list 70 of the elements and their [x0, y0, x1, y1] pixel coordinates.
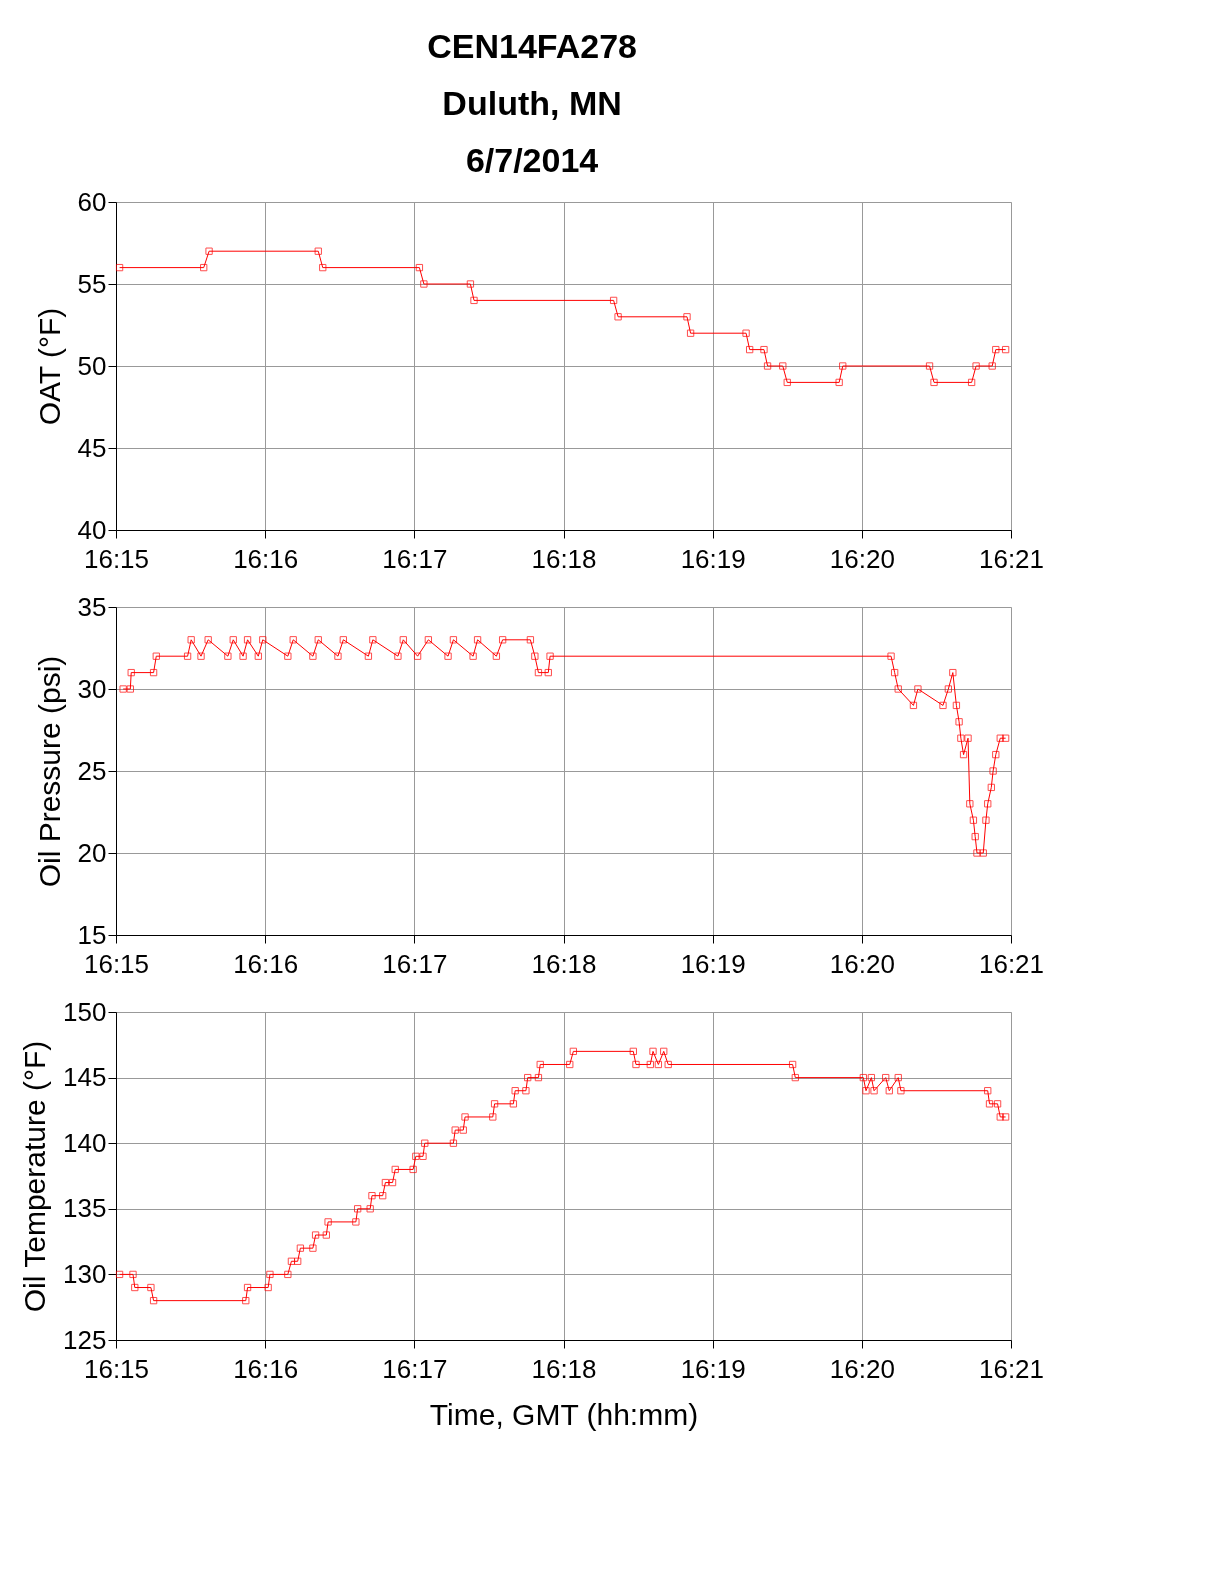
- y-tick-label: 15: [77, 919, 107, 950]
- point: [314, 247, 322, 255]
- x-tick-label: 16:19: [680, 948, 746, 979]
- point: [319, 263, 327, 272]
- x-tick-label: 16:21: [978, 543, 1045, 574]
- y-tick-label: 125: [63, 1324, 107, 1355]
- x-tick-label: 16:18: [531, 948, 597, 979]
- x-tick-label: 16:17: [382, 1353, 448, 1384]
- y-tick-label: 20: [77, 837, 107, 868]
- y-tick-label: 60: [77, 186, 107, 217]
- y-tick-label: 45: [77, 432, 107, 463]
- y-tick-label: 40: [77, 514, 107, 545]
- x-tick-label: 16:20: [829, 1353, 895, 1384]
- point: [1001, 345, 1010, 354]
- point: [992, 345, 1000, 354]
- point: [470, 296, 478, 305]
- point: [988, 362, 996, 370]
- point: [683, 313, 691, 321]
- point: [783, 378, 791, 387]
- y-tick-label: 55: [77, 268, 107, 299]
- point: [200, 263, 208, 272]
- x-tick-label: 16:15: [83, 1353, 150, 1384]
- x-tick-label: 16:20: [829, 543, 895, 574]
- point: [746, 345, 754, 354]
- y-tick-label: 35: [77, 591, 107, 622]
- point: [925, 362, 934, 370]
- x-tick-label: 16:16: [233, 543, 299, 574]
- point: [609, 296, 618, 305]
- point: [742, 329, 750, 337]
- y-tick-label: 135: [63, 1193, 107, 1224]
- x-tick-label: 16:19: [680, 1353, 746, 1384]
- x-tick-label: 16:15: [83, 948, 150, 979]
- point: [839, 362, 847, 370]
- y-tick-label: 25: [77, 755, 107, 786]
- y-tick-label: 140: [63, 1127, 107, 1158]
- y-axis-title: Oil Pressure (psi): [32, 655, 66, 888]
- y-tick-label: 145: [63, 1062, 107, 1093]
- point: [763, 362, 772, 370]
- x-tick-label: 16:18: [531, 543, 597, 574]
- point: [972, 362, 980, 370]
- x-tick-label: 16:21: [978, 1353, 1045, 1384]
- point: [466, 280, 475, 288]
- x-tick-label: 16:19: [680, 543, 746, 574]
- point: [115, 263, 124, 272]
- y-tick-label: 30: [77, 673, 107, 704]
- point: [686, 329, 695, 337]
- x-tick-label: 16:16: [233, 948, 299, 979]
- point: [614, 313, 622, 321]
- point: [420, 280, 428, 288]
- y-axis-title: OAT (°F): [32, 307, 66, 426]
- point: [205, 247, 213, 255]
- point: [930, 378, 938, 387]
- x-tick-label: 16:18: [531, 1353, 597, 1384]
- point: [415, 263, 424, 272]
- x-tick-label: 16:15: [83, 543, 150, 574]
- y-axis-title: Oil Temperature (°F): [18, 1040, 52, 1313]
- y-tick-label: 150: [63, 996, 107, 1027]
- y-tick-label: 130: [63, 1258, 107, 1289]
- point: [967, 378, 976, 387]
- point: [835, 378, 843, 387]
- point: [779, 362, 787, 370]
- x-tick-label: 16:16: [233, 1353, 299, 1384]
- chart-title: CEN14FA278 Duluth, MN 6/7/2014: [427, 26, 637, 179]
- x-tick-label: 16:21: [978, 948, 1045, 979]
- x-tick-label: 16:17: [382, 948, 448, 979]
- x-tick-label: 16:17: [382, 543, 448, 574]
- x-axis-title: Time, GMT (hh:mm): [429, 1397, 699, 1431]
- y-tick-label: 50: [77, 350, 107, 381]
- x-tick-label: 16:20: [829, 948, 895, 979]
- point: [760, 345, 768, 354]
